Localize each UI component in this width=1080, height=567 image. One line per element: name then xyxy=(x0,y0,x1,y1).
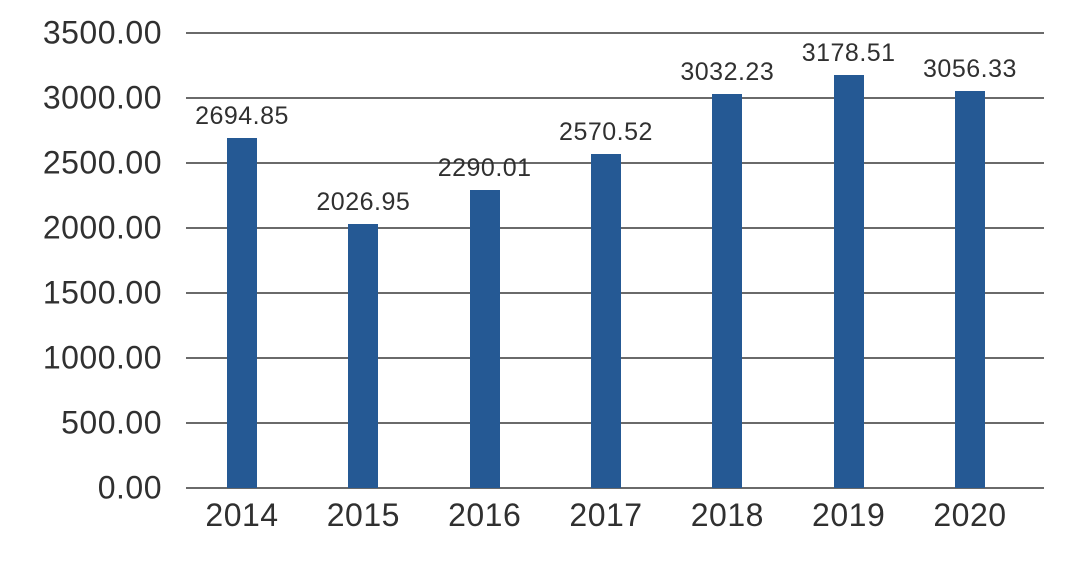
bar-2020 xyxy=(954,90,985,488)
bar-value-label-2017: 2570.52 xyxy=(559,117,653,146)
y-tick-label-1500.00: 1500.00 xyxy=(42,274,162,311)
bar-value-label-2014: 2694.85 xyxy=(195,101,289,130)
gridline-500.00 xyxy=(186,422,1044,424)
gridline-3000.00 xyxy=(186,97,1044,99)
gridline-1000.00 xyxy=(186,357,1044,359)
bar-2017 xyxy=(590,153,621,488)
bar-2014 xyxy=(227,137,257,488)
y-tick-label-2500.00: 2500.00 xyxy=(42,144,162,181)
bar-2018 xyxy=(712,93,743,488)
bar-2016 xyxy=(469,190,500,488)
y-tick-label-500.00: 500.00 xyxy=(61,404,162,441)
x-tick-label-2016: 2016 xyxy=(448,497,522,533)
gridline-2500.00 xyxy=(186,162,1044,164)
gridline-0.00 xyxy=(186,487,1044,489)
gridline-1500.00 xyxy=(186,292,1044,294)
bar-value-label-2015: 2026.95 xyxy=(316,188,411,217)
gridline-3500.00 xyxy=(186,32,1044,34)
x-tick-label-2019: 2019 xyxy=(812,497,886,533)
y-tick-label-0.00: 0.00 xyxy=(97,469,162,506)
bar-value-label-2019: 3178.51 xyxy=(801,38,896,67)
x-tick-label-2018: 2018 xyxy=(690,497,764,533)
bar-value-label-2018: 3032.23 xyxy=(680,57,775,86)
y-tick-label-2000.00: 2000.00 xyxy=(42,209,162,246)
x-tick-label-2014: 2014 xyxy=(205,497,279,533)
y-tick-label-3500.00: 3500.00 xyxy=(42,14,162,51)
x-tick-label-2017: 2017 xyxy=(569,497,643,533)
x-tick-label-2020: 2020 xyxy=(933,497,1007,533)
bar-2015 xyxy=(348,224,379,488)
bar-2019 xyxy=(833,74,864,488)
y-tick-label-1000.00: 1000.00 xyxy=(42,339,162,376)
gridline-2000.00 xyxy=(186,227,1044,229)
bar-value-label-2016: 2290.01 xyxy=(437,154,532,183)
x-tick-label-2015: 2015 xyxy=(326,497,400,533)
bar-value-label-2020: 3056.33 xyxy=(923,54,1017,83)
y-tick-label-3000.00: 3000.00 xyxy=(42,79,162,116)
